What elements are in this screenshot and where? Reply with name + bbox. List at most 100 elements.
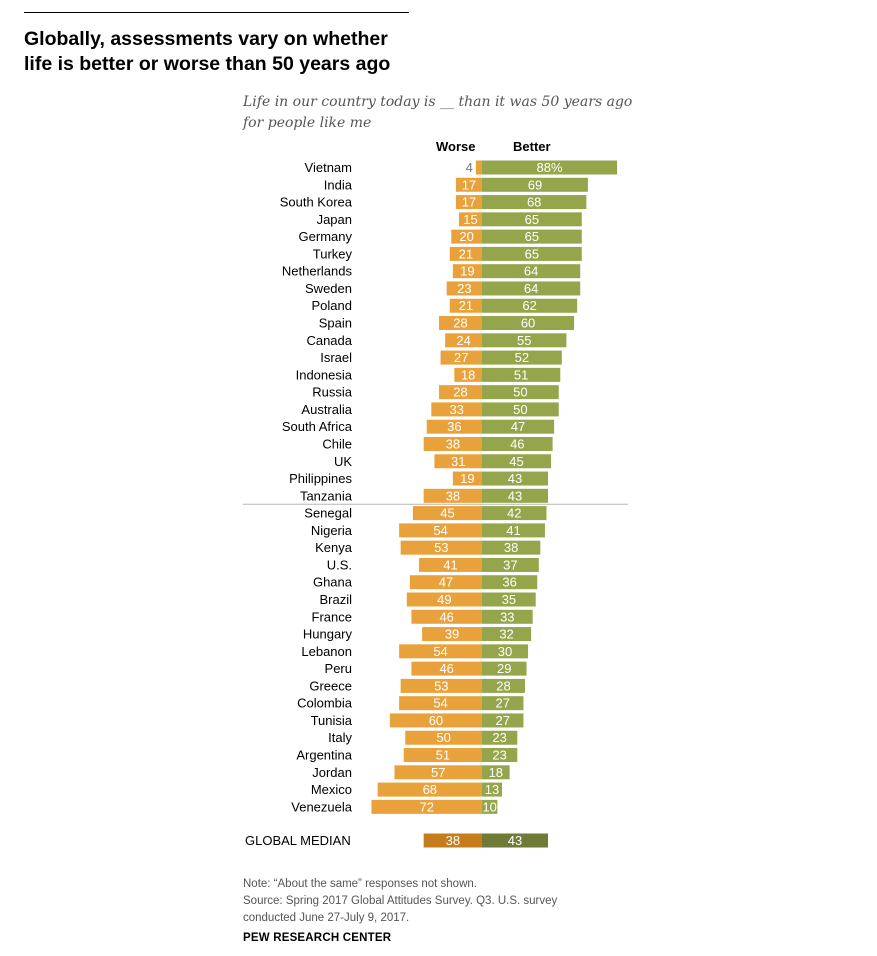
worse-value-26: 46 [439, 609, 453, 624]
worse-value-36: 68 [423, 782, 437, 797]
note-line-3: conducted June 27-July 9, 2017. [243, 912, 410, 924]
country-label-30: Greece [309, 678, 352, 693]
worse-value-11: 27 [454, 350, 468, 365]
country-label-32: Tunisia [311, 713, 353, 728]
better-bar-6 [482, 264, 581, 279]
median-worse-bar [423, 833, 482, 848]
country-label-9: Spain [319, 316, 352, 331]
worse-bar-23 [419, 557, 482, 572]
country-label-17: UK [334, 454, 352, 469]
worse-bar-24 [409, 575, 482, 590]
better-bar-11 [482, 350, 562, 365]
better-value-16: 46 [510, 436, 524, 451]
country-label-28: Lebanon [301, 644, 352, 659]
better-value-8: 62 [522, 298, 536, 313]
country-label-35: Jordan [312, 765, 352, 780]
worse-value-3: 15 [463, 212, 477, 227]
better-value-37: 10 [482, 799, 496, 814]
country-label-33: Italy [328, 730, 352, 745]
better-bar-37 [482, 799, 498, 814]
country-label-4: Germany [299, 229, 353, 244]
country-label-0: Vietnam [305, 160, 352, 175]
title-line-2: life is better or worse than 50 years ag… [24, 53, 391, 75]
worse-value-31: 54 [433, 696, 447, 711]
better-value-29: 29 [497, 661, 511, 676]
worse-bar-1 [455, 177, 482, 192]
better-bar-1 [482, 177, 588, 192]
worse-bar-27 [422, 627, 482, 642]
worse-bar-7 [446, 281, 482, 296]
country-label-20: Senegal [304, 506, 352, 521]
better-value-18: 43 [508, 471, 522, 486]
country-label-2: South Korea [280, 195, 353, 210]
diverging-bar-chart: Vietnam 4 88% India 17 69 South Korea 17 68 Japan… [243, 160, 628, 848]
better-value-19: 43 [508, 488, 522, 503]
better-bar-34 [482, 748, 518, 763]
better-value-13: 50 [513, 385, 527, 400]
worse-value-9: 28 [453, 316, 467, 331]
better-value-5: 65 [525, 246, 539, 261]
better-value-7: 64 [524, 281, 538, 296]
better-bar-14 [482, 402, 559, 417]
worse-bar-15 [426, 419, 482, 434]
better-value-27: 32 [499, 627, 513, 642]
better-bar-26 [482, 609, 533, 624]
better-bar-10 [482, 333, 567, 348]
better-value-24: 36 [502, 575, 516, 590]
country-label-1: India [324, 177, 353, 192]
worse-bar-28 [399, 644, 482, 659]
better-value-15: 47 [511, 419, 525, 434]
worse-bar-26 [411, 609, 482, 624]
worse-value-28: 54 [433, 644, 447, 659]
worse-bar-14 [431, 402, 482, 417]
better-bar-3 [482, 212, 582, 227]
worse-value-37: 72 [420, 799, 434, 814]
median-label: GLOBAL MEDIAN [245, 833, 351, 848]
country-label-26: France [312, 609, 352, 624]
worse-value-34: 51 [436, 748, 450, 763]
country-label-37: Venezuela [291, 799, 352, 814]
worse-bar-36 [377, 782, 482, 797]
worse-bar-3 [458, 212, 482, 227]
top-rule [24, 12, 409, 13]
better-bar-35 [482, 765, 510, 780]
country-label-6: Netherlands [282, 264, 353, 279]
country-label-25: Brazil [319, 592, 352, 607]
worse-value-1: 17 [462, 177, 476, 192]
better-value-10: 55 [517, 333, 531, 348]
better-bar-22 [482, 540, 541, 555]
better-bar-21 [482, 523, 545, 538]
country-label-16: Chile [322, 436, 352, 451]
worse-value-32: 60 [429, 713, 443, 728]
better-value-4: 65 [525, 229, 539, 244]
country-label-21: Nigeria [311, 523, 353, 538]
better-value-23: 37 [503, 557, 517, 572]
worse-value-27: 39 [445, 627, 459, 642]
better-bar-28 [482, 644, 529, 659]
better-bar-36 [482, 782, 502, 797]
worse-bar-13 [439, 385, 482, 400]
country-label-34: Argentina [296, 748, 352, 763]
worse-value-35: 57 [431, 765, 445, 780]
worse-value-30: 53 [434, 678, 448, 693]
better-bar-25 [482, 592, 536, 607]
worse-value-6: 19 [460, 264, 474, 279]
worse-value-33: 50 [436, 730, 450, 745]
better-bar-13 [482, 385, 559, 400]
better-value-30: 28 [496, 678, 510, 693]
chart-notes: Note: “About the same” responses not sho… [243, 876, 663, 927]
better-value-11: 52 [515, 350, 529, 365]
worse-bar-6 [452, 264, 482, 279]
worse-value-12: 18 [461, 367, 475, 382]
country-label-31: Colombia [297, 696, 353, 711]
country-label-22: Kenya [315, 540, 353, 555]
worse-bar-19 [423, 488, 482, 503]
median-better-bar [482, 833, 549, 848]
better-value-31: 27 [495, 696, 509, 711]
better-bar-9 [482, 316, 575, 331]
worse-bar-9 [439, 316, 482, 331]
worse-bar-37 [371, 799, 482, 814]
better-bar-30 [482, 678, 525, 693]
better-value-1: 69 [528, 177, 542, 192]
worse-value-14: 33 [449, 402, 463, 417]
